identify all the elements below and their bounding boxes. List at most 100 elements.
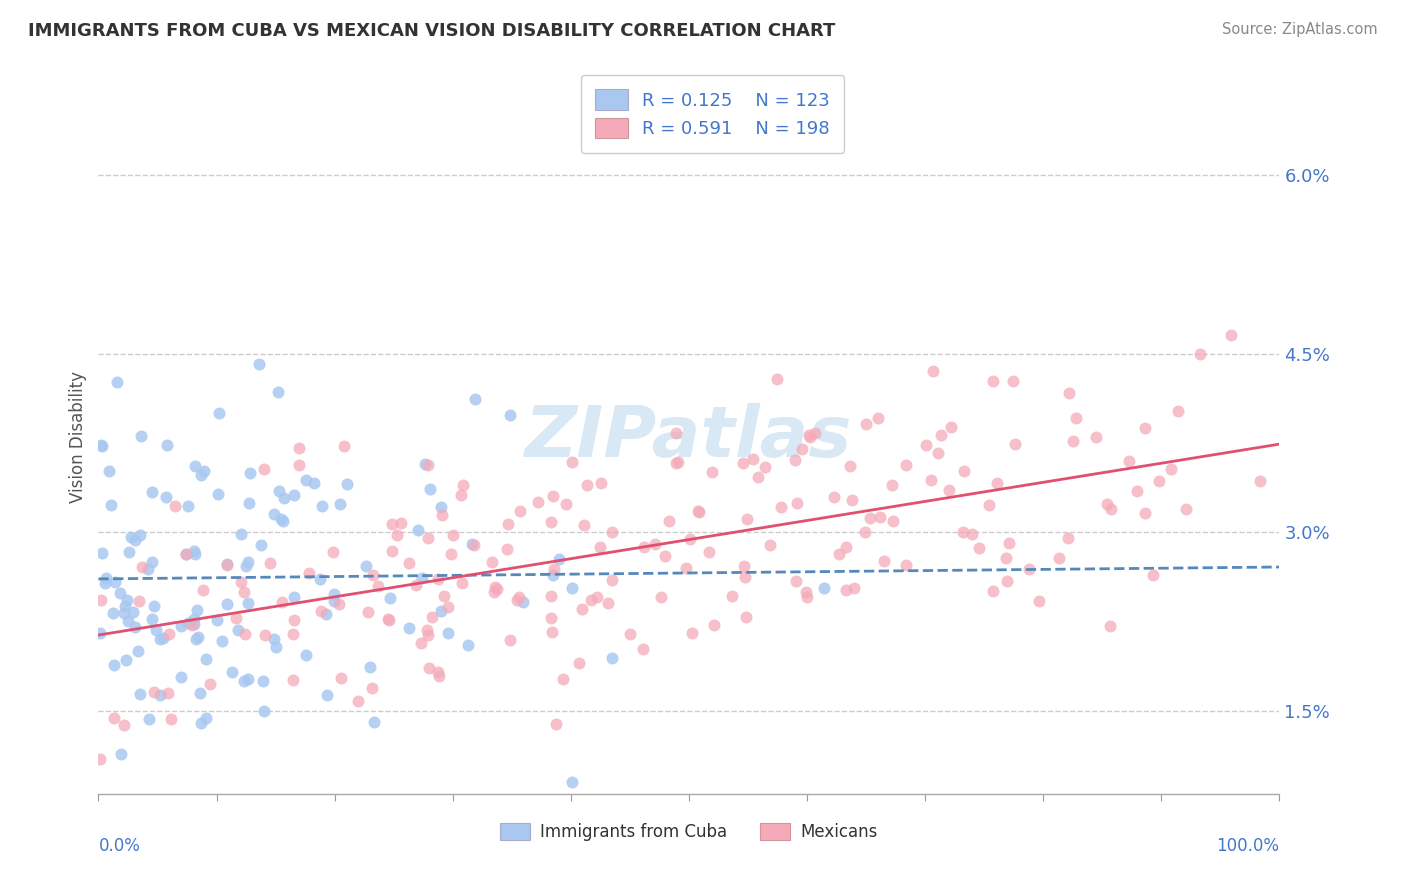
Point [619, 626, 641, 640]
Point [283, 673, 305, 687]
Point [427, 669, 450, 683]
Point [174, 547, 197, 561]
Point [658, 514, 681, 528]
Point [149, 688, 172, 702]
Point [733, 456, 755, 470]
Point [1219, 328, 1241, 343]
Point [271, 514, 294, 528]
Point [1189, 347, 1212, 361]
Point [703, 618, 725, 632]
Point [1047, 551, 1070, 566]
Point [799, 430, 821, 444]
Point [215, 558, 238, 572]
Point [283, 627, 305, 641]
Point [700, 466, 723, 480]
Point [378, 591, 401, 606]
Point [986, 476, 1008, 491]
Point [128, 688, 150, 702]
Point [302, 475, 325, 490]
Point [920, 473, 942, 487]
Point [543, 562, 565, 576]
Point [169, 669, 191, 683]
Point [377, 612, 399, 626]
Point [420, 610, 443, 624]
Point [389, 516, 412, 530]
Point [170, 619, 193, 633]
Point [415, 623, 437, 637]
Point [953, 464, 976, 478]
Point [869, 510, 891, 524]
Point [288, 458, 311, 472]
Point [229, 526, 252, 541]
Point [128, 593, 150, 607]
Point [430, 604, 453, 618]
Point [433, 589, 456, 603]
Point [835, 540, 858, 554]
Point [1028, 594, 1050, 608]
Point [561, 455, 583, 469]
Point [1175, 501, 1198, 516]
Point [107, 376, 129, 390]
Point [823, 490, 845, 504]
Point [734, 609, 756, 624]
Point [430, 508, 453, 523]
Point [1002, 374, 1025, 388]
Point [1126, 483, 1149, 498]
Point [633, 540, 655, 554]
Point [526, 495, 548, 509]
Point [453, 478, 475, 492]
Point [1098, 619, 1121, 633]
Point [157, 626, 180, 640]
Point [675, 561, 697, 575]
Point [233, 674, 256, 689]
Point [381, 517, 404, 532]
Point [143, 599, 166, 613]
Point [263, 632, 285, 646]
Point [1057, 531, 1080, 545]
Point [136, 562, 159, 576]
Point [238, 672, 260, 686]
Point [149, 632, 172, 646]
Point [250, 538, 273, 552]
Point [138, 712, 160, 726]
Point [929, 427, 952, 442]
Point [835, 583, 858, 598]
Point [117, 614, 139, 628]
Point [127, 644, 149, 658]
Point [329, 497, 352, 511]
Point [804, 425, 827, 440]
Point [880, 478, 903, 492]
Point [1004, 436, 1026, 450]
Point [405, 577, 427, 591]
Point [783, 452, 806, 467]
Point [839, 458, 862, 473]
Point [600, 524, 623, 539]
Point [585, 591, 607, 605]
Point [238, 496, 260, 510]
Point [1135, 506, 1157, 520]
Point [187, 630, 209, 644]
Point [215, 558, 238, 573]
Point [122, 605, 145, 619]
Point [463, 538, 485, 552]
Point [981, 374, 1004, 388]
Point [457, 638, 479, 652]
Point [283, 488, 305, 502]
Point [512, 595, 534, 609]
Point [952, 525, 974, 540]
Point [1099, 501, 1122, 516]
Point [437, 626, 460, 640]
Point [295, 648, 318, 662]
Point [141, 484, 163, 499]
Point [813, 581, 835, 595]
Point [186, 603, 208, 617]
Point [253, 704, 276, 718]
Point [733, 559, 755, 574]
Point [1133, 421, 1156, 435]
Point [90, 437, 112, 451]
Point [186, 632, 208, 646]
Point [254, 627, 277, 641]
Point [576, 477, 599, 491]
Point [596, 596, 619, 610]
Point [101, 606, 124, 620]
